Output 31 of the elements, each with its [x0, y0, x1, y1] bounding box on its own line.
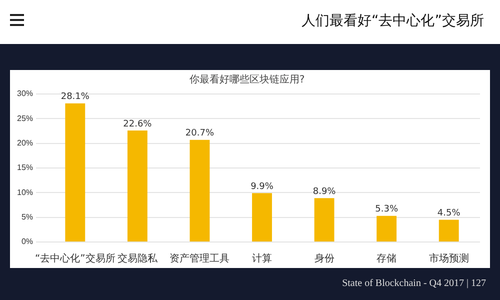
- x-tick-label: “去中心化”交易所: [34, 252, 116, 265]
- y-tick-label: 25%: [16, 114, 34, 123]
- y-tick-label: 20%: [16, 138, 34, 148]
- bar: [65, 103, 86, 242]
- x-tick-label: 存储: [376, 252, 397, 265]
- y-tick-label: 30%: [16, 89, 34, 98]
- data-label: 8.9%: [312, 186, 336, 197]
- data-label: 9.9%: [250, 182, 274, 192]
- bar: [314, 198, 334, 242]
- data-label: 28.1%: [60, 92, 90, 102]
- chart-title: 人们最看好“去中心化”交易所: [301, 12, 484, 30]
- y-tick-label: 0%: [21, 237, 34, 246]
- bar: [127, 130, 148, 242]
- x-tick-label: 资产管理工具: [170, 252, 230, 265]
- y-tick-label: 10%: [16, 188, 34, 197]
- x-tick-label: 计算: [252, 252, 272, 265]
- data-label: 22.6%: [123, 119, 152, 130]
- x-tick-label: 交易隐私: [117, 252, 158, 265]
- bar: [376, 216, 397, 242]
- bar: [252, 193, 272, 242]
- bar: [190, 140, 210, 242]
- y-tick-label: 5%: [21, 212, 34, 222]
- data-label: 20.7%: [185, 128, 214, 139]
- chart-subtitle: 你最看好哪些区块链应用?: [189, 74, 305, 86]
- x-tick-label: 市场预测: [428, 252, 469, 265]
- y-tick-label: 15%: [16, 163, 34, 172]
- data-label: 5.3%: [375, 204, 398, 215]
- text: State of Blockchain - Q4 2017 | 127: [342, 278, 486, 289]
- x-tick-label: 身份: [314, 252, 334, 265]
- data-label: 4.5%: [437, 208, 461, 219]
- bar: [438, 220, 459, 242]
